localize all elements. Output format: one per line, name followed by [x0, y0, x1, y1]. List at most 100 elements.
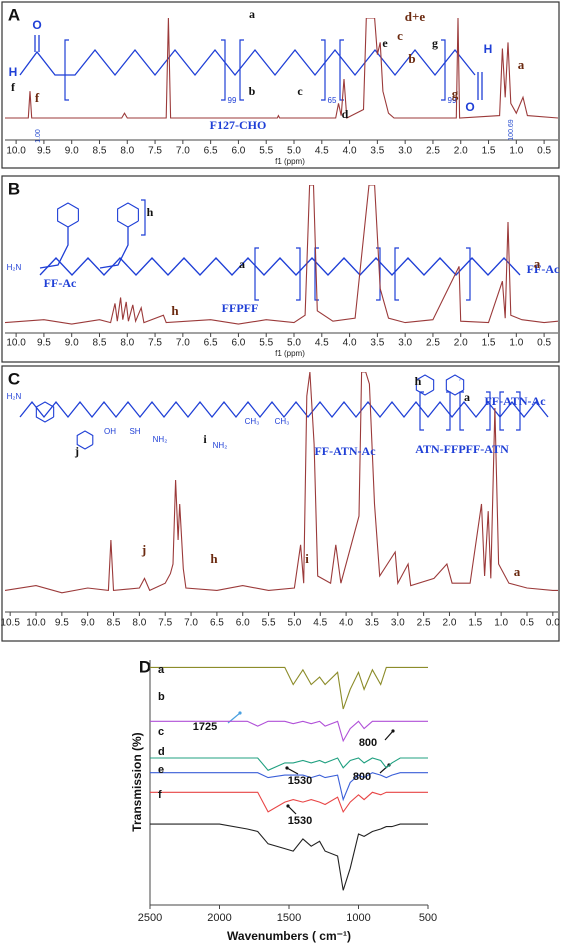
arrow — [384, 730, 394, 741]
annotation: e — [382, 36, 388, 50]
annotation: f — [11, 80, 16, 94]
series-label: f — [158, 789, 162, 801]
x-tick-label: 9.0 — [81, 618, 95, 629]
arrow-head — [238, 711, 242, 715]
x-tick-label: 8.0 — [120, 146, 134, 157]
annotation: a — [518, 57, 525, 72]
x-tick-label: 3.5 — [370, 146, 384, 157]
x-tick-label: 7.5 — [158, 618, 172, 629]
x-tick-label: 500 — [419, 912, 437, 924]
x-tick-label: 0.0 — [546, 618, 560, 629]
x-tick-label: 7.5 — [148, 146, 162, 157]
panel-frame — [1, 1, 560, 169]
annotation: 800 — [353, 771, 371, 783]
x-tick-label: 8.5 — [107, 618, 121, 629]
benzene-ring — [415, 374, 435, 396]
x-tick-label: 2.5 — [426, 338, 440, 349]
annotation: j — [74, 444, 79, 458]
x-tick-label: 1500 — [277, 912, 301, 924]
annotation: a — [514, 564, 521, 579]
annotation: a — [239, 257, 245, 271]
x-tick-label: 6.0 — [236, 618, 250, 629]
x-tick-label: 8.0 — [120, 338, 134, 349]
x-axis-label: f1 (ppm) — [275, 349, 305, 358]
arrow-head — [286, 804, 290, 808]
benzene-ring — [35, 401, 55, 423]
x-tick-label: 7.0 — [184, 618, 198, 629]
annotation: j — [141, 542, 146, 557]
spectrum-line — [5, 18, 558, 119]
x-tick-label: 6.5 — [204, 146, 218, 157]
x-axis-label: f1 (ppm) — [275, 157, 305, 166]
annotation: FFPFF — [222, 301, 259, 315]
bracket — [254, 247, 259, 301]
x-tick-label: 0.5 — [537, 146, 551, 157]
spectrum-line — [150, 666, 428, 710]
series-label: a — [158, 664, 165, 676]
x-tick-label: 1.5 — [468, 618, 482, 629]
annotation: b — [249, 84, 256, 98]
annotation: 1530 — [288, 775, 312, 787]
x-tick-label: 3.5 — [370, 338, 384, 349]
spectrum-line — [150, 720, 428, 743]
spectrum-line — [5, 185, 558, 325]
annotation: 1.00 — [35, 129, 42, 143]
bracket — [239, 39, 244, 101]
annotation: h — [147, 205, 154, 219]
x-tick-label: 2500 — [138, 912, 162, 924]
x-tick-label: 1.0 — [509, 146, 523, 157]
x-tick-label: 6.0 — [231, 146, 245, 157]
annotation: d — [342, 107, 349, 121]
x-tick-label: 0.5 — [520, 618, 534, 629]
x-axis-label: Wavenumbers ( cm⁻¹) — [227, 929, 351, 943]
series-label: b — [158, 691, 165, 703]
annotation: H₂N — [7, 263, 22, 272]
x-tick-label: 5.5 — [262, 618, 276, 629]
x-tick-label: 2.5 — [426, 146, 440, 157]
bracket — [446, 391, 451, 431]
annotation: b — [408, 51, 415, 66]
panel-frame — [1, 365, 560, 642]
bracket — [499, 391, 504, 431]
panel-label: D — [139, 657, 151, 676]
annotation: d+e — [405, 9, 426, 24]
panel-label: B — [8, 179, 20, 198]
annotation: 1530 — [288, 815, 312, 827]
annotation: OH — [104, 427, 116, 436]
annotation: 1725 — [193, 721, 217, 733]
y-axis-label: Transmission (%) — [130, 732, 144, 831]
panel-label: C — [8, 369, 20, 388]
bracket — [221, 39, 226, 101]
annotation: CH₃ — [275, 417, 290, 426]
benzene-ring — [117, 202, 139, 228]
structure-chain — [99, 227, 129, 269]
annotation: O — [465, 100, 474, 114]
x-tick-label: 3.0 — [391, 618, 405, 629]
bracket — [466, 247, 471, 301]
x-tick-label: 7.5 — [148, 338, 162, 349]
x-tick-label: 2.5 — [417, 618, 431, 629]
annotation: f — [35, 90, 40, 105]
annotation: h — [210, 551, 218, 566]
bracket — [516, 391, 521, 431]
annotation: 99 — [448, 96, 457, 105]
x-tick-label: 5.0 — [287, 618, 301, 629]
x-tick-label: 2000 — [207, 912, 231, 924]
annotation: FF-Ac — [44, 276, 77, 290]
bracket — [419, 391, 424, 431]
structure-chain — [39, 227, 69, 269]
x-tick-label: 2.0 — [454, 338, 468, 349]
x-tick-label: 10.0 — [6, 338, 26, 349]
bracket — [486, 391, 491, 431]
arrow — [287, 805, 297, 815]
annotation: 100.69 — [508, 119, 515, 141]
benzene-ring — [445, 374, 465, 396]
annotation: i — [305, 551, 309, 566]
x-tick-label: 8.5 — [93, 338, 107, 349]
arrow-head — [391, 729, 395, 733]
arrow — [286, 767, 299, 775]
x-tick-label: 1000 — [346, 912, 370, 924]
x-tick-label: 9.5 — [37, 146, 51, 157]
structure-chain — [19, 48, 476, 77]
